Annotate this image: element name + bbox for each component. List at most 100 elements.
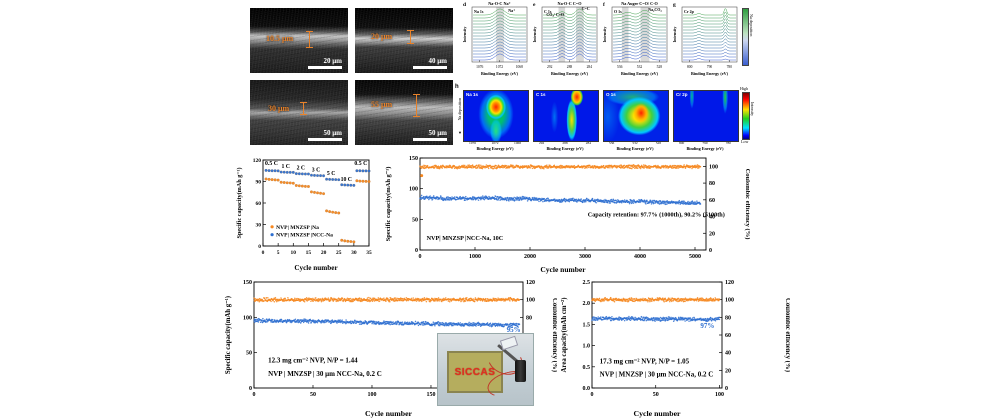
heatmap-species-label: C 1s bbox=[536, 92, 546, 97]
svg-text:Binding Energy (eV): Binding Energy (eV) bbox=[551, 71, 589, 76]
svg-text:Intensity: Intensity bbox=[673, 26, 677, 43]
sem-noise bbox=[250, 8, 348, 73]
svg-text:17.3 mg cm⁻² NVP, N/P = 1.05: 17.3 mg cm⁻² NVP, N/P = 1.05 bbox=[600, 357, 690, 365]
svg-text:50: 50 bbox=[246, 351, 252, 357]
scalebar bbox=[413, 138, 447, 141]
svg-text:0.5 C: 0.5 C bbox=[354, 161, 367, 167]
scalebar bbox=[413, 66, 447, 69]
svg-text:1.5: 1.5 bbox=[583, 322, 591, 328]
battery-cell bbox=[515, 360, 526, 382]
svg-text:Intensity: Intensity bbox=[533, 26, 537, 43]
thickness-label: 30 μm bbox=[268, 104, 290, 113]
svg-text:0: 0 bbox=[249, 386, 252, 392]
svg-text:4000: 4000 bbox=[634, 254, 646, 260]
svg-text:10: 10 bbox=[291, 250, 297, 256]
svg-text:1000: 1000 bbox=[469, 254, 481, 260]
svg-text:0: 0 bbox=[419, 254, 422, 260]
white-clip bbox=[499, 335, 519, 351]
scalebar bbox=[308, 138, 342, 141]
svg-text:Specific capacity(mAh g⁻¹): Specific capacity(mAh g⁻¹) bbox=[236, 167, 243, 238]
xps-heatmap-row: h Na deposition ▼ High Low Intensity Na … bbox=[455, 84, 757, 154]
svg-text:150: 150 bbox=[426, 392, 435, 398]
svg-text:2 C: 2 C bbox=[297, 165, 306, 171]
svg-text:3 C: 3 C bbox=[312, 167, 321, 173]
areal-cycling-chart-left: 050100150200050100150020406080100120Cycl… bbox=[225, 280, 557, 418]
xps-panel-f: f Na Auger C=O/ C-O O 1s Na₂CO₃ 536 532 528 Bin… bbox=[603, 1, 668, 76]
heatmap-species-label: Na 1s bbox=[466, 92, 479, 97]
heatmap-xticks: 1076 1072 1068 bbox=[469, 141, 521, 145]
svg-text:C 1s: C 1s bbox=[544, 9, 552, 14]
areal-cycling-chart-right: 0 50 100 0.0 0.5 1.0 1.5 2.0 2.5 0 20 40 60 80 100 120 C… bbox=[561, 280, 790, 418]
long-cycling-chart: 0 1000 2000 3000 4000 5000 0 50 100 150 0 20 40 60 80 1… bbox=[385, 156, 750, 274]
scalebar-label: 50 μm bbox=[428, 129, 447, 137]
svg-text:2000: 2000 bbox=[524, 254, 536, 260]
svg-text:80: 80 bbox=[526, 315, 532, 321]
sem-image-1: 10.5 μm 20 μm bbox=[250, 8, 348, 73]
svg-text:Intensity: Intensity bbox=[463, 26, 467, 43]
svg-text:5: 5 bbox=[277, 250, 280, 256]
svg-text:100: 100 bbox=[526, 298, 535, 304]
sem-image-3: 30 μm 50 μm bbox=[250, 80, 348, 145]
svg-text:0.5 C: 0.5 C bbox=[265, 161, 278, 167]
sem-image-grid: 10.5 μm 20 μm 20 μm 40 μm 30 μm 50 μm 55… bbox=[250, 8, 454, 146]
na-deposition-colorbar bbox=[742, 8, 749, 66]
depth-arrow-icon: ▼ bbox=[458, 130, 462, 135]
svg-text:528: 528 bbox=[657, 65, 663, 69]
colorbar-high-label: High bbox=[740, 86, 748, 91]
svg-text:100: 100 bbox=[709, 164, 718, 170]
heatmap-panel-c-1s: C 1s 292 288 284 Binding Energy (eV) bbox=[533, 86, 599, 154]
heatmap-side-label: Na deposition bbox=[457, 98, 462, 121]
svg-text:Cycle number: Cycle number bbox=[365, 409, 413, 418]
svg-text:Na⁺: Na⁺ bbox=[508, 8, 515, 13]
heatmap-xlabel: Binding Energy (eV) bbox=[546, 146, 584, 151]
svg-text:0: 0 bbox=[415, 248, 418, 254]
heatmap-xlabel: Binding Energy (eV) bbox=[686, 146, 724, 151]
svg-text:NVP | MNZSP | 30 μm NCC-Na, 0.: NVP | MNZSP | 30 μm NCC-Na, 0.2 C bbox=[600, 371, 714, 379]
svg-text:150: 150 bbox=[409, 156, 418, 162]
svg-text:100: 100 bbox=[409, 187, 418, 193]
svg-text:532: 532 bbox=[637, 65, 643, 69]
svg-text:5000: 5000 bbox=[689, 254, 701, 260]
svg-text:288: 288 bbox=[567, 65, 573, 69]
na-deposition-colorbar-label: Na deposition bbox=[749, 14, 754, 37]
svg-text:f: f bbox=[603, 2, 605, 8]
svg-text:120: 120 bbox=[526, 280, 535, 286]
svg-text:20: 20 bbox=[709, 231, 715, 237]
svg-text:O 1s: O 1s bbox=[614, 9, 622, 14]
svg-text:780: 780 bbox=[727, 65, 733, 69]
heatmap-panel-cr-2p: Cr 2p 800 790 780 Binding Energy (eV) bbox=[673, 86, 739, 154]
svg-text:90: 90 bbox=[256, 180, 262, 186]
svg-text:Na Auger C=O/ C-O: Na Auger C=O/ C-O bbox=[621, 1, 658, 6]
svg-text:1 C: 1 C bbox=[281, 164, 290, 170]
svg-text:Na₂CO₃: Na₂CO₃ bbox=[648, 7, 662, 12]
svg-text:Binding Energy (eV): Binding Energy (eV) bbox=[481, 71, 519, 76]
svg-text:NVP| MNZSP |NCC-Na: NVP| MNZSP |NCC-Na bbox=[276, 233, 333, 239]
svg-text:0: 0 bbox=[709, 248, 712, 254]
thickness-bracket bbox=[300, 102, 307, 115]
svg-text:Coulombic efficiency (%): Coulombic efficiency (%) bbox=[784, 298, 790, 372]
svg-text:Capacity retention: 97.7% (100: Capacity retention: 97.7% (1000th), 90.2… bbox=[588, 211, 725, 218]
sem-noise bbox=[250, 80, 348, 145]
heatmap-image: C 1s bbox=[533, 90, 599, 142]
heatmap-species-label: Cr 2p bbox=[676, 92, 688, 97]
scalebar bbox=[308, 66, 342, 69]
thickness-bracket bbox=[413, 94, 420, 117]
svg-text:Coulombic efficiency (%): Coulombic efficiency (%) bbox=[551, 298, 557, 372]
svg-text:95%: 95% bbox=[507, 326, 521, 334]
svg-text:1072: 1072 bbox=[496, 65, 503, 69]
svg-text:35: 35 bbox=[366, 250, 372, 256]
svg-text:100: 100 bbox=[243, 315, 252, 321]
svg-text:40: 40 bbox=[725, 351, 731, 357]
svg-text:100: 100 bbox=[715, 392, 724, 398]
svg-text:80: 80 bbox=[709, 181, 715, 187]
svg-text:Cycle number: Cycle number bbox=[294, 264, 338, 272]
svg-text:2.0: 2.0 bbox=[583, 301, 591, 307]
svg-text:Na-O-C C=O: Na-O-C C=O bbox=[558, 1, 583, 6]
svg-text:d: d bbox=[463, 2, 466, 8]
rate-capability-chart: 0 5 10 15 20 25 30 35 0 30 60 90 120 Cycle number Spec… bbox=[236, 158, 372, 272]
svg-text:1076: 1076 bbox=[476, 65, 483, 69]
panel-letter-h: h bbox=[455, 84, 459, 90]
svg-text:536: 536 bbox=[617, 65, 623, 69]
